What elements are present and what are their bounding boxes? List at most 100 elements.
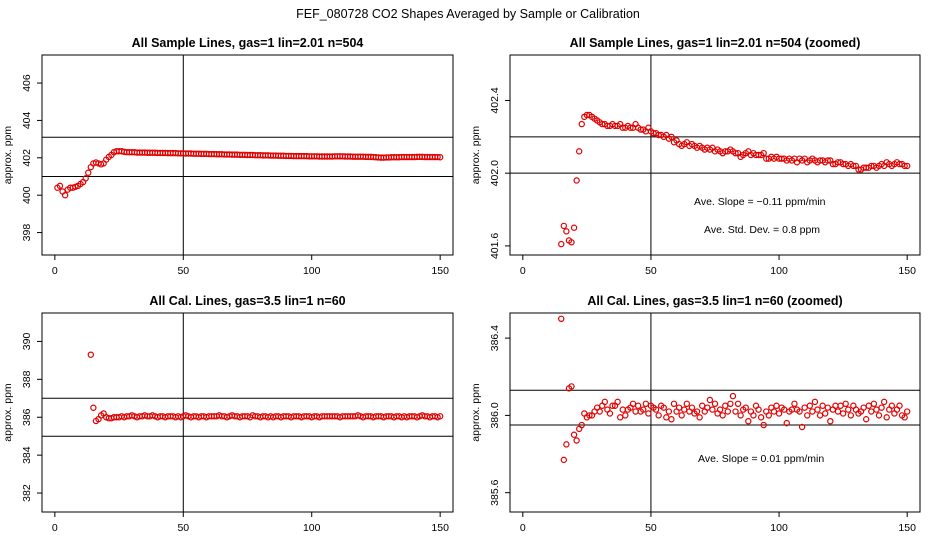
x-tick-label: 150 bbox=[431, 522, 449, 534]
data-point bbox=[675, 404, 683, 411]
x-tick-label: 100 bbox=[303, 265, 321, 277]
data-point bbox=[82, 175, 89, 182]
data-point bbox=[727, 400, 734, 408]
data-point bbox=[85, 169, 92, 176]
data-series bbox=[87, 351, 444, 425]
data-point bbox=[434, 153, 441, 161]
data-point bbox=[878, 404, 885, 411]
y-axis-label: approx. ppm bbox=[2, 126, 14, 185]
data-point bbox=[596, 408, 603, 415]
data-point bbox=[560, 456, 568, 464]
data-point bbox=[575, 148, 583, 155]
data-point bbox=[61, 191, 69, 199]
data-point bbox=[683, 400, 691, 408]
x-tick-label: 150 bbox=[898, 522, 916, 534]
data-point bbox=[560, 222, 568, 230]
y-tick-label: 404 bbox=[21, 112, 33, 130]
data-point bbox=[868, 408, 875, 415]
data-point bbox=[903, 162, 911, 170]
data-point bbox=[660, 404, 667, 411]
data-point bbox=[578, 421, 585, 429]
data-point bbox=[655, 412, 662, 419]
data-point bbox=[627, 124, 634, 131]
x-tick-label: 50 bbox=[177, 265, 189, 277]
data-point bbox=[804, 412, 811, 419]
data-point bbox=[901, 162, 908, 170]
x-tick-label: 0 bbox=[520, 265, 526, 277]
data-point bbox=[709, 406, 716, 413]
data-point bbox=[629, 400, 637, 408]
y-tick-label: 406 bbox=[21, 74, 33, 92]
data-point bbox=[796, 408, 803, 415]
data-point bbox=[860, 404, 867, 411]
data-point bbox=[668, 133, 675, 141]
x-tick-label: 100 bbox=[770, 522, 788, 534]
data-point bbox=[719, 412, 726, 419]
data-point bbox=[632, 408, 639, 415]
data-point bbox=[696, 414, 703, 421]
data-point bbox=[862, 416, 870, 423]
x-tick-label: 150 bbox=[898, 265, 916, 277]
data-point bbox=[436, 413, 444, 420]
y-axis-label: approx. ppm bbox=[470, 383, 482, 442]
data-point bbox=[847, 412, 855, 419]
data-point bbox=[663, 414, 670, 421]
data-point bbox=[642, 400, 650, 408]
data-point bbox=[755, 406, 762, 413]
y-tick-label: 402.0 bbox=[489, 160, 501, 186]
data-point bbox=[745, 417, 752, 425]
data-point bbox=[875, 412, 883, 419]
data-point bbox=[775, 410, 783, 417]
data-point bbox=[716, 406, 724, 413]
data-point bbox=[883, 414, 890, 421]
data-point bbox=[640, 406, 647, 413]
data-point bbox=[742, 404, 749, 411]
data-series bbox=[558, 315, 911, 464]
data-point bbox=[688, 404, 696, 411]
y-tick-label: 386.0 bbox=[489, 402, 501, 428]
data-point bbox=[821, 410, 829, 417]
data-point bbox=[568, 239, 575, 246]
data-point bbox=[558, 315, 565, 322]
x-tick-label: 0 bbox=[520, 522, 526, 534]
chart-panel-4: All Cal. Lines, gas=3.5 lin=1 n=60 (zoom… bbox=[470, 294, 921, 534]
data-point bbox=[827, 417, 834, 425]
data-point bbox=[722, 402, 729, 409]
data-point bbox=[622, 412, 629, 419]
data-point bbox=[757, 414, 765, 421]
data-point bbox=[880, 398, 888, 406]
plot-frame bbox=[509, 312, 921, 513]
data-point bbox=[791, 400, 798, 408]
chart-title: All Cal. Lines, gas=3.5 lin=1 n=60 (zoom… bbox=[587, 294, 842, 308]
figure-title: FEF_080728 CO2 Shapes Averaged by Sample… bbox=[296, 7, 640, 21]
data-point bbox=[681, 406, 688, 413]
data-point bbox=[573, 437, 580, 444]
data-point bbox=[798, 423, 806, 431]
y-tick-label: 386.4 bbox=[489, 325, 501, 351]
data-point bbox=[619, 406, 626, 413]
data-point bbox=[842, 400, 849, 408]
data-point bbox=[704, 404, 711, 411]
y-tick-label: 386 bbox=[21, 408, 33, 426]
chart-panel-2: All Sample Lines, gas=1 lin=2.01 n=504 (… bbox=[470, 36, 921, 277]
x-tick-label: 100 bbox=[770, 265, 788, 277]
y-tick-label: 400 bbox=[21, 186, 33, 204]
data-point bbox=[436, 154, 444, 161]
y-axis-label: approx. ppm bbox=[2, 383, 14, 442]
data-point bbox=[609, 402, 616, 409]
y-tick-label: 402 bbox=[21, 149, 33, 167]
x-tick-label: 50 bbox=[645, 522, 657, 534]
data-point bbox=[706, 396, 714, 404]
data-point bbox=[734, 400, 742, 408]
data-point bbox=[824, 404, 831, 411]
data-point bbox=[563, 441, 570, 448]
data-point bbox=[606, 410, 614, 417]
y-tick-label: 388 bbox=[21, 370, 33, 388]
x-tick-label: 0 bbox=[52, 522, 58, 534]
data-point bbox=[865, 402, 872, 409]
data-point bbox=[834, 408, 842, 415]
plot-frame bbox=[509, 54, 921, 256]
data-point bbox=[670, 400, 678, 408]
chart-title: All Sample Lines, gas=1 lin=2.01 n=504 (… bbox=[570, 36, 861, 50]
